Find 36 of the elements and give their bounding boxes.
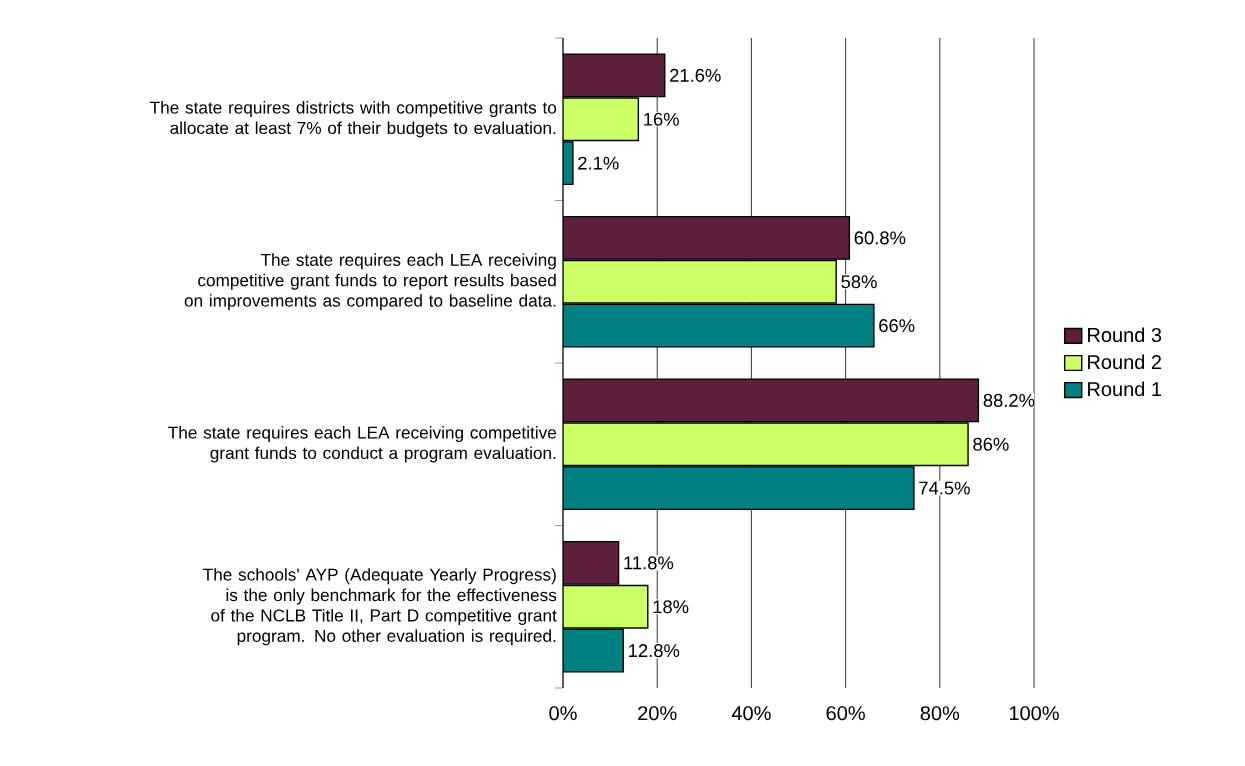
- data-label: 12.8%: [629, 644, 680, 658]
- legend-label: Round 2: [1088, 354, 1162, 370]
- bar: [563, 97, 640, 142]
- data-label: 2.1%: [578, 156, 619, 170]
- data-label: 66%: [879, 319, 915, 333]
- bar: [563, 584, 649, 629]
- bar: [563, 259, 837, 304]
- bar: [563, 628, 624, 673]
- data-label: 18%: [653, 600, 689, 614]
- x-tick-label: 100%: [1009, 706, 1059, 721]
- bar: [563, 466, 915, 511]
- legend-label: Round 1: [1088, 381, 1162, 397]
- y-tick-label: The schools' AYP (Adequate Yearly Progress) is the only benchmark for the effectiveness of the NCLB Title II, Part D competitive grant program. No other evaluation is required.: [203, 568, 557, 646]
- bar: [563, 53, 666, 98]
- data-label: 86%: [973, 437, 1009, 451]
- x-tick-label: 40%: [731, 706, 771, 721]
- data-label: 60.8%: [854, 231, 906, 245]
- data-label: 21.6%: [670, 68, 721, 82]
- legend-label: Round 3: [1088, 327, 1162, 343]
- y-tick-label: The state requires each LEA receiving competitive grant funds to report results based on improvements as compared to baseline data.: [184, 253, 556, 311]
- bar: [563, 215, 851, 260]
- data-label: 16%: [644, 112, 679, 126]
- data-label: 58%: [841, 275, 877, 289]
- x-tick-label: 0%: [549, 706, 577, 721]
- data-label: 88.2%: [983, 393, 1035, 407]
- bar: [563, 303, 875, 348]
- y-tick-label: The state requires districts with competitive grants to allocate at least 7% of their budgets to evaluation.: [150, 101, 557, 138]
- x-tick-label: 80%: [920, 706, 960, 721]
- bar: [563, 422, 969, 467]
- data-label: 11.8%: [624, 556, 674, 570]
- data-label: 74.5%: [919, 481, 970, 495]
- x-tick-label: 60%: [826, 706, 865, 721]
- y-tick-label: The state requires each LEA receiving competitive grant funds to conduct a program evaluation.: [168, 426, 557, 463]
- x-tick-label: 20%: [638, 706, 677, 721]
- bar: [563, 540, 620, 585]
- bar: [563, 378, 980, 423]
